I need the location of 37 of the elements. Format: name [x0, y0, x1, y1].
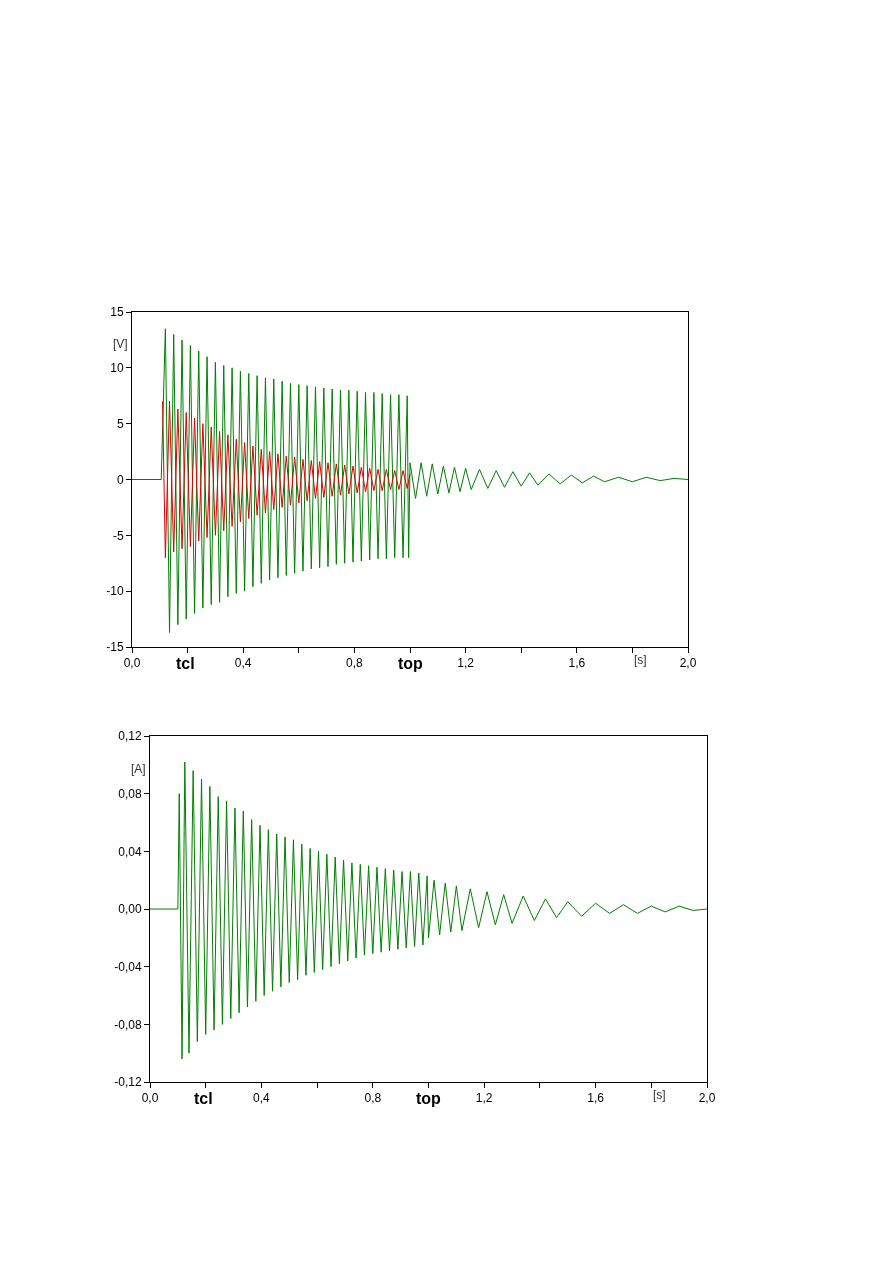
- y-tick-label: -0,08: [114, 1017, 142, 1032]
- x-tick-label: 1,6: [568, 656, 586, 671]
- text: tcl: [176, 655, 195, 672]
- y-axis-title: [A]: [131, 762, 146, 776]
- y-tick-label: 5: [116, 416, 124, 431]
- line-series: [150, 761, 707, 1060]
- y-tick-label: 0: [116, 472, 124, 487]
- text: tcl: [194, 1090, 213, 1107]
- line-series: [132, 328, 688, 633]
- text: top: [398, 655, 424, 672]
- y-tick-label: -0,04: [114, 959, 142, 974]
- text: top: [416, 1090, 442, 1107]
- x-tick-label: 0,0: [123, 656, 141, 671]
- x-axis-title: [s]: [634, 653, 647, 667]
- y-tick-label: 0,00: [118, 902, 142, 917]
- y-tick-label: 0,12: [118, 729, 142, 744]
- x-axis-title: [s]: [653, 1088, 666, 1102]
- y-tick-label: 10: [110, 361, 124, 376]
- x-tick-label: 0,8: [364, 1091, 382, 1106]
- y-tick-label: -10: [106, 584, 124, 599]
- y-tick-label: -15: [106, 640, 124, 655]
- x-tick-label: 1,2: [457, 656, 475, 671]
- x-tick-label: 0,4: [253, 1091, 271, 1106]
- y-tick-label: 0,04: [118, 844, 142, 859]
- x-tick-label: 1,6: [587, 1091, 605, 1106]
- x-tick-label: 0,8: [346, 656, 364, 671]
- y-axis-title: [V]: [113, 337, 128, 351]
- y-tick-label: 0,08: [118, 786, 142, 801]
- x-tick-label: 2,0: [698, 1091, 716, 1106]
- x-tick-label: 0,0: [141, 1091, 159, 1106]
- x-tick-label: 1,2: [475, 1091, 493, 1106]
- y-tick-label: 15: [110, 305, 124, 320]
- x-tick-label: 2,0: [679, 656, 697, 671]
- x-tick-label: 0,4: [234, 656, 252, 671]
- y-tick-label: -5: [112, 528, 124, 543]
- line-series: [162, 400, 411, 559]
- y-tick-label: -0,12: [114, 1075, 142, 1090]
